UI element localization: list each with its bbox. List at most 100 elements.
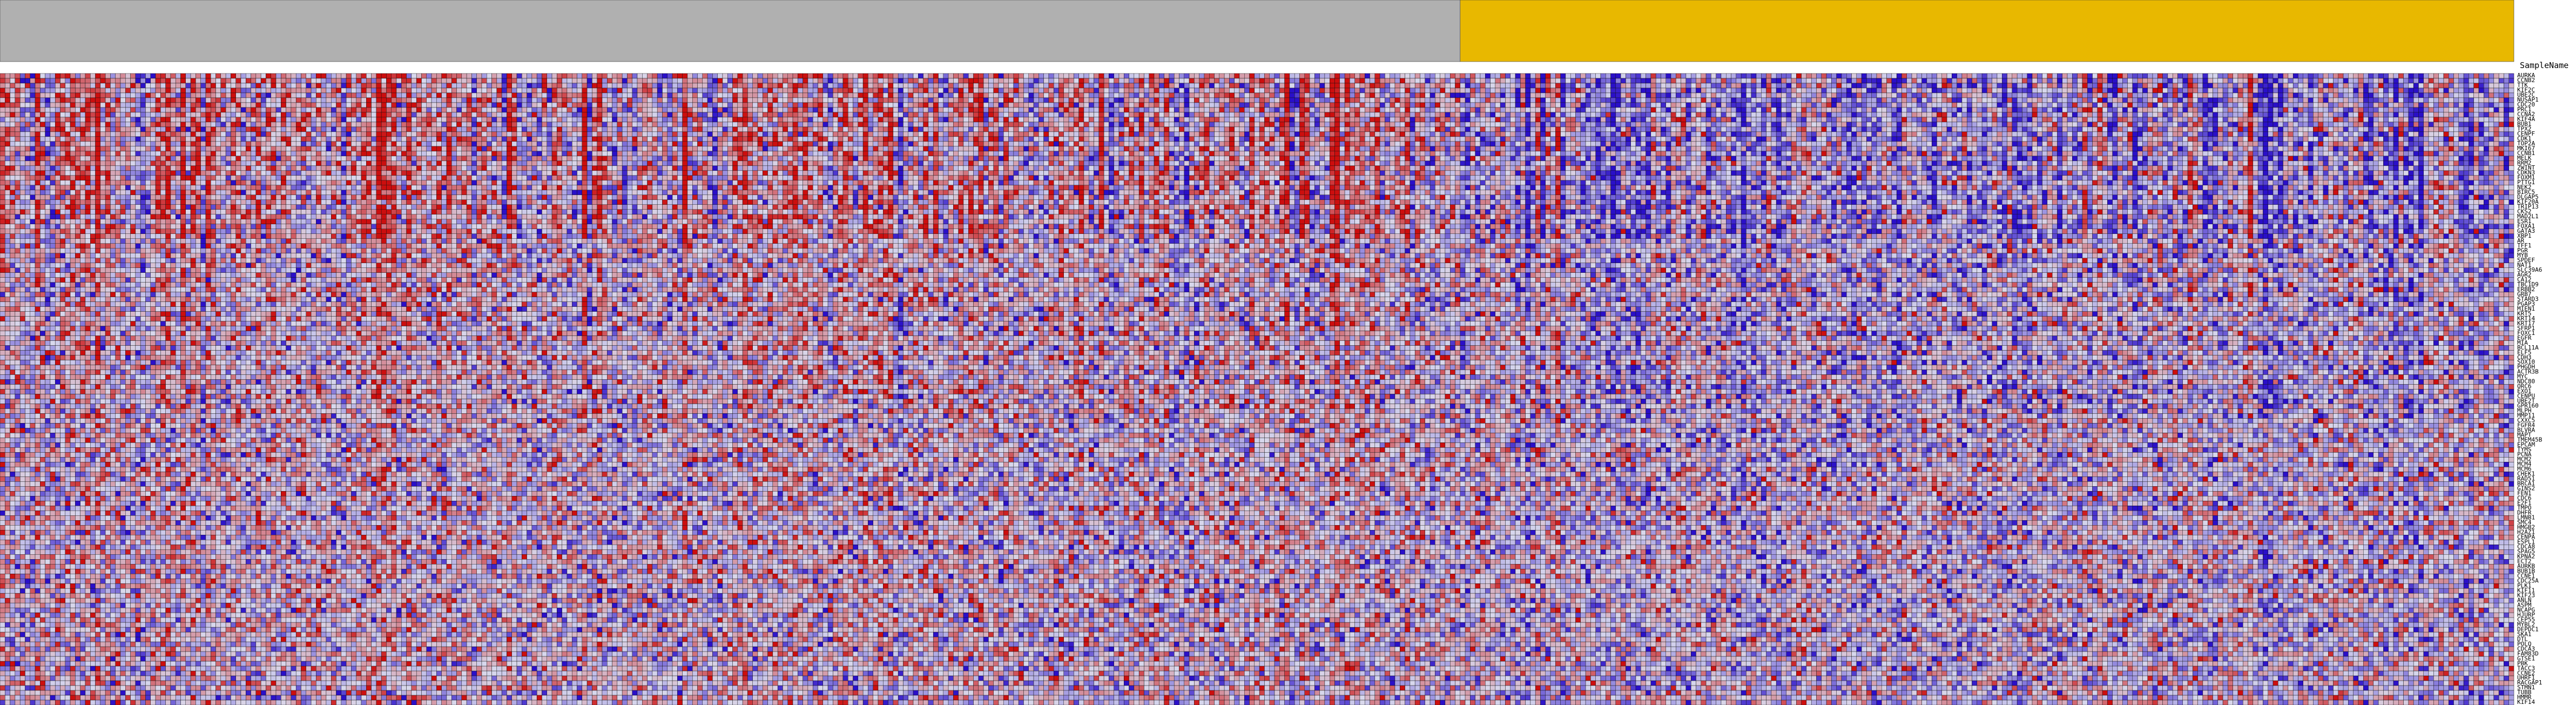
heatmap-cell xyxy=(1826,73,1831,78)
heatmap-cell xyxy=(1390,78,1395,83)
heatmap-cell xyxy=(1766,83,1771,88)
heatmap-cell xyxy=(2459,78,2464,83)
heatmap-cell xyxy=(1400,78,1405,83)
heatmap-cell xyxy=(1189,83,1194,88)
heatmap-cell xyxy=(1305,78,1310,83)
heatmap-cell xyxy=(2313,73,2318,78)
heatmap-cell xyxy=(462,83,467,88)
heatmap-cell xyxy=(918,83,923,88)
heatmap-cell xyxy=(1796,93,1801,98)
heatmap-cell xyxy=(1114,83,1119,88)
heatmap-cell xyxy=(321,88,326,93)
heatmap-cell xyxy=(2037,83,2042,88)
heatmap-cell xyxy=(1465,73,1470,78)
heatmap-cell xyxy=(1174,93,1179,98)
heatmap-cell xyxy=(1540,88,1545,93)
heatmap-cell xyxy=(176,73,180,78)
heatmap-cell xyxy=(1786,88,1791,93)
heatmap-cell xyxy=(75,73,80,78)
heatmap-cell xyxy=(2459,73,2464,78)
heatmap-cell xyxy=(838,88,843,93)
heatmap-cell xyxy=(1570,83,1575,88)
heatmap-cell xyxy=(2369,88,2373,93)
heatmap-cell xyxy=(703,73,707,78)
heatmap-cell xyxy=(1816,93,1821,98)
heatmap-cell xyxy=(723,88,727,93)
heatmap-cell xyxy=(1330,73,1334,78)
heatmap-cell xyxy=(858,88,863,93)
heatmap-cell xyxy=(1215,93,1219,98)
heatmap-cell xyxy=(266,83,271,88)
heatmap-cell xyxy=(346,83,351,88)
heatmap-cell xyxy=(231,78,235,83)
heatmap-cell xyxy=(45,78,50,83)
heatmap-cell xyxy=(1279,83,1284,88)
heatmap-cell xyxy=(1505,88,1510,93)
heatmap-cell xyxy=(1119,83,1124,88)
heatmap-cell xyxy=(2193,78,2197,83)
heatmap-cell xyxy=(1440,83,1445,88)
heatmap-cell xyxy=(1631,73,1636,78)
heatmap-cell xyxy=(2067,78,2072,83)
heatmap-cell xyxy=(2093,83,2098,88)
heatmap-cell xyxy=(1937,88,1941,93)
heatmap-cell xyxy=(1766,88,1771,93)
heatmap-cell xyxy=(798,93,803,98)
heatmap-cell xyxy=(251,83,256,88)
heatmap-cell xyxy=(1445,73,1450,78)
heatmap-cell xyxy=(2484,88,2489,93)
heatmap-cell xyxy=(873,83,878,88)
heatmap-cell xyxy=(436,78,441,83)
heatmap-cell xyxy=(692,73,697,78)
heatmap-cell xyxy=(1586,88,1590,93)
heatmap-cell xyxy=(1546,88,1550,93)
sample-group-2 xyxy=(1460,0,2514,62)
heatmap-cell xyxy=(1480,83,1485,88)
heatmap-cell xyxy=(151,93,156,98)
heatmap-cell xyxy=(2133,88,2137,93)
heatmap-cell xyxy=(1706,93,1711,98)
heatmap-cell xyxy=(607,88,612,93)
heatmap-cell xyxy=(1270,93,1274,98)
heatmap-cell xyxy=(1099,78,1104,83)
heatmap-cell xyxy=(85,73,90,78)
heatmap-cell xyxy=(1842,88,1846,93)
heatmap-cell xyxy=(467,83,471,88)
heatmap-cell xyxy=(1540,93,1545,98)
heatmap-cell xyxy=(1716,83,1721,88)
heatmap-cell xyxy=(1244,78,1249,83)
heatmap-cell xyxy=(1460,83,1465,88)
heatmap-cell xyxy=(2404,78,2409,83)
heatmap-cell xyxy=(918,73,923,78)
heatmap-cell xyxy=(1279,73,1284,78)
heatmap-cell xyxy=(798,83,803,88)
heatmap-cell xyxy=(331,83,336,88)
heatmap-cell xyxy=(2288,88,2293,93)
heatmap-cell xyxy=(321,93,326,98)
heatmap-cell xyxy=(331,78,336,83)
heatmap-cell xyxy=(2203,83,2208,88)
heatmap-cell xyxy=(1651,88,1656,93)
heatmap-cell xyxy=(96,78,100,83)
heatmap-cell xyxy=(125,93,130,98)
heatmap-cell xyxy=(1184,73,1189,78)
heatmap-cell xyxy=(2248,73,2253,78)
heatmap-cell xyxy=(763,73,767,78)
heatmap-cell xyxy=(2418,73,2423,78)
heatmap-cell xyxy=(416,93,421,98)
heatmap-cell xyxy=(1159,83,1164,88)
heatmap-cell xyxy=(1385,83,1390,88)
heatmap-cell xyxy=(1515,73,1520,78)
heatmap-cell xyxy=(412,93,416,98)
heatmap-cell xyxy=(662,88,667,93)
heatmap-cell xyxy=(1425,88,1430,93)
heatmap-cell xyxy=(10,78,15,83)
heatmap-cell xyxy=(1345,78,1350,83)
heatmap-cell xyxy=(813,73,818,78)
heatmap-cell xyxy=(868,83,873,88)
heatmap-cell xyxy=(1495,78,1500,83)
heatmap-cell xyxy=(667,73,672,78)
heatmap-cell xyxy=(1465,93,1470,98)
heatmap-cell xyxy=(1184,93,1189,98)
heatmap-cell xyxy=(1972,78,1977,83)
